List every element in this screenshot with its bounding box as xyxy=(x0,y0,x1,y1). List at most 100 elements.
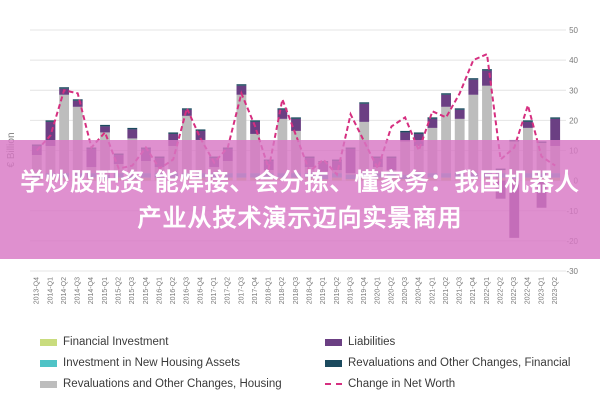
x-tick-label: 2016-Q2 xyxy=(170,277,177,304)
legend-label: Revaluations and Other Changes, Housing xyxy=(63,378,282,390)
bar-segment xyxy=(522,120,533,122)
bar-segment xyxy=(100,124,110,127)
bar-segment xyxy=(359,102,370,104)
x-tick-label: 2017-Q4 xyxy=(252,277,259,304)
bar-segment xyxy=(482,70,492,86)
legend-label: Liabilities xyxy=(348,336,396,348)
x-tick-label: 2016-Q1 xyxy=(156,277,163,304)
overlay-headline: 学炒股配资 能焊接、会分拣、懂家务：我国机器人产业从技术演示迈向实景商用 xyxy=(20,167,580,232)
x-tick-label: 2020-Q2 xyxy=(388,277,395,304)
legend-item-new-housing: Investment in New Housing Assets xyxy=(40,357,240,369)
x-tick-label: 2017-Q2 xyxy=(225,277,232,304)
bar-segment xyxy=(250,120,260,122)
legend-label: Financial Investment xyxy=(63,336,169,348)
x-tick-label: 2021-Q1 xyxy=(429,277,436,304)
bar-segment xyxy=(468,94,479,174)
legend-item-reval-housing: Revaluations and Other Changes, Housing xyxy=(40,378,282,390)
bar-segment xyxy=(236,85,247,95)
bar-segment xyxy=(168,133,179,146)
legend-label: Investment in New Housing Assets xyxy=(63,357,241,369)
bar-segment xyxy=(236,84,247,86)
bar-segment xyxy=(291,117,301,119)
bar-segment xyxy=(45,120,56,122)
bar-segment xyxy=(250,121,260,134)
legend-label: Revaluations and Other Changes, Financia… xyxy=(348,357,571,369)
bar-segment xyxy=(400,130,411,133)
bar-segment xyxy=(441,93,451,95)
bar-segment xyxy=(72,106,83,174)
bar-segment xyxy=(454,108,465,110)
legend-swatch xyxy=(325,359,342,367)
legend-item-financial-investment: Financial Investment xyxy=(40,336,168,348)
bar-segment xyxy=(100,126,110,133)
bar-segment xyxy=(550,118,561,146)
bar-segment xyxy=(482,69,492,71)
x-tick-label: 2022-Q2 xyxy=(497,277,504,304)
bar-segment xyxy=(522,121,533,128)
legend-swatch xyxy=(325,338,342,346)
x-tick-label: 2019-Q4 xyxy=(361,277,368,304)
x-tick-label: 2017-Q1 xyxy=(211,277,218,304)
legend-item-net-worth: Change in Net Worth xyxy=(325,378,455,390)
bar-segment xyxy=(277,108,288,110)
bar-segment xyxy=(413,132,424,134)
x-tick-label: 2014-Q1 xyxy=(47,277,54,304)
x-tick-label: 2018-Q3 xyxy=(293,277,300,304)
bar-segment xyxy=(468,79,479,95)
legend-item-liabilities: Liabilities xyxy=(325,336,395,348)
x-tick-label: 2020-Q4 xyxy=(416,277,423,304)
bar-segment xyxy=(181,109,192,116)
bar-segment xyxy=(168,132,179,134)
overlay-banner: 学炒股配资 能焊接、会分拣、懂家务：我国机器人产业从技术演示迈向实景商用 xyxy=(0,140,600,259)
x-tick-label: 2016-Q3 xyxy=(184,277,191,304)
bar-segment xyxy=(413,133,424,146)
bar-segment xyxy=(236,94,247,174)
bar-segment xyxy=(427,117,438,119)
x-tick-label: 2015-Q1 xyxy=(102,277,109,304)
bar-segment xyxy=(127,129,138,139)
y-tick-label: 20 xyxy=(569,116,578,125)
x-tick-label: 2018-Q4 xyxy=(306,277,313,304)
bar-segment xyxy=(441,106,451,174)
legend-dash xyxy=(325,383,342,385)
bar-segment xyxy=(195,129,206,131)
bar-segment xyxy=(45,121,56,146)
x-tick-label: 2020-Q1 xyxy=(375,277,382,304)
bar-segment xyxy=(468,78,479,80)
x-tick-label: 2023-Q1 xyxy=(538,277,545,304)
x-tick-label: 2019-Q3 xyxy=(347,277,354,304)
x-tick-label: 2018-Q2 xyxy=(279,277,286,304)
x-tick-label: 2017-Q3 xyxy=(238,277,245,304)
bar-segment xyxy=(359,103,370,122)
x-tick-label: 2018-Q1 xyxy=(266,277,273,304)
x-tick-label: 2021-Q4 xyxy=(470,277,477,304)
legend: Financial Investment Liabilities Investm… xyxy=(40,333,600,400)
y-tick-label: 30 xyxy=(569,86,578,95)
bar-segment xyxy=(72,99,83,101)
x-tick-label: 2016-Q4 xyxy=(197,277,204,304)
x-tick-label: 2022-Q4 xyxy=(525,277,532,304)
bar-segment xyxy=(195,130,206,140)
x-tick-label: 2015-Q4 xyxy=(143,277,150,304)
x-tick-label: 2013-Q4 xyxy=(34,277,41,304)
x-tick-label: 2022-Q1 xyxy=(484,277,491,304)
bar-segment xyxy=(59,94,70,174)
x-tick-label: 2023-Q2 xyxy=(552,277,559,304)
legend-label: Change in Net Worth xyxy=(348,378,456,390)
x-tick-label: 2014-Q4 xyxy=(88,277,95,304)
bar-segment xyxy=(277,109,288,119)
bar-segment xyxy=(427,118,438,128)
bar-segment xyxy=(59,87,70,89)
x-tick-label: 2014-Q2 xyxy=(61,277,68,304)
x-tick-label: 2021-Q3 xyxy=(457,277,464,304)
x-tick-label: 2019-Q2 xyxy=(334,277,341,304)
x-tick-label: 2021-Q2 xyxy=(443,277,450,304)
y-tick-label: -30 xyxy=(566,267,578,276)
x-tick-label: 2022-Q3 xyxy=(511,277,518,304)
bar-segment xyxy=(482,85,492,174)
legend-swatch xyxy=(40,359,57,367)
legend-swatch xyxy=(40,380,57,388)
x-tick-label: 2015-Q2 xyxy=(116,277,123,304)
y-tick-label: 50 xyxy=(569,26,578,35)
bar-segment xyxy=(550,117,561,119)
